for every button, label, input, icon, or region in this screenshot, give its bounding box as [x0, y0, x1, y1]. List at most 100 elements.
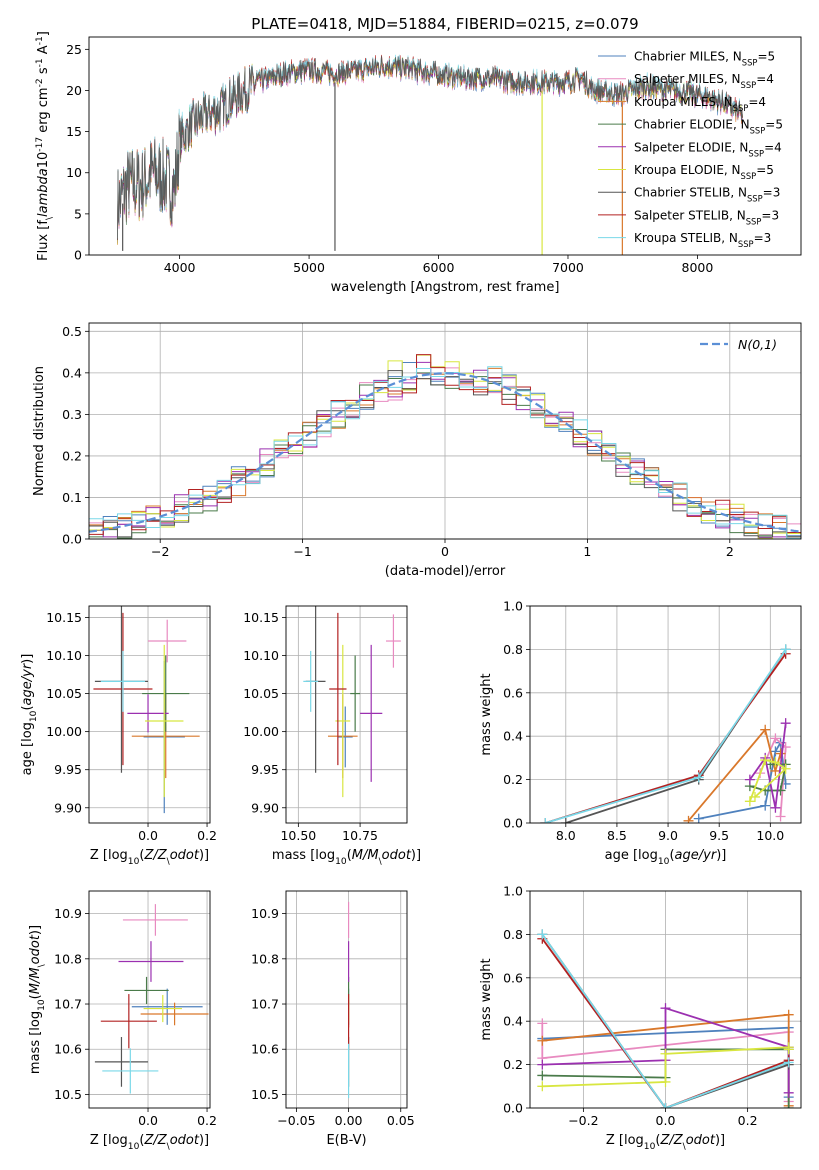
weight-marker: [749, 791, 760, 802]
y-tick-label: 0.2: [62, 448, 82, 463]
x-tick-label: 10.75: [342, 828, 378, 843]
tick-marks: [526, 605, 771, 827]
x-tick-label: 0.0: [138, 1113, 158, 1128]
axes-frame: [285, 605, 408, 824]
x-tick-label: 6000: [423, 260, 455, 275]
weight-marker: [537, 1018, 548, 1029]
weight-marker: [780, 644, 791, 655]
y-tick-label: 9.95: [251, 762, 279, 777]
x-axis-label: (data-model)/error: [385, 564, 506, 579]
errorbar-point: [329, 612, 347, 766]
weight-marker: [783, 1087, 794, 1098]
legend-label: Chabrier STELIB, NSSP​=3: [634, 186, 780, 204]
y-tick-label: 9.90: [251, 800, 279, 815]
gridlines: [89, 891, 210, 1108]
tick-marks: [282, 913, 402, 1112]
y-tick-label: 0.4: [503, 729, 523, 744]
spectrum-series-line: [117, 55, 743, 241]
axes-weight_vs_age: 8.0 8.5 9.0 9.5 10.0 0.0 0.2 0.4 0.6 0.8 1.0 age [l…: [479, 599, 802, 867]
y-tick-label: 10.9: [54, 906, 82, 921]
weight-marker: [693, 813, 704, 823]
axes-frame: [88, 322, 802, 540]
axes-mass_vs_Z: 0.0 0.2 10.5 10.6 10.7 10.8 10.9 Z [log10​(Z/Z\…: [28, 890, 217, 1152]
y-tick-label: 10.7: [251, 997, 279, 1012]
y-tick-label: 0.6: [503, 685, 523, 700]
legend-label: Salpeter STELIB, NSSP​=3: [634, 208, 779, 226]
plot-area: [303, 606, 401, 798]
legend-label: N(0,1): [738, 337, 777, 352]
x-tick-label: −0.2: [568, 1113, 598, 1128]
y-tick-label: 0: [74, 248, 82, 263]
gridlines: [286, 891, 407, 1108]
x-tick-label: 9.5: [709, 828, 729, 843]
x-tick-label: 0.00: [335, 1113, 363, 1128]
x-axis-label: Z [log10​(Z/Z\​odot)]: [90, 848, 209, 867]
weight-marker: [770, 733, 781, 744]
x-tick-label: 4000: [164, 260, 196, 275]
weight-marker: [744, 796, 755, 807]
y-axis-label: mass weight: [479, 958, 494, 1040]
axes-residuals: −2 −1 0 1 2 0.0 0.1 0.2 0.3 0.4 0.5 (data-model)/er…: [32, 322, 802, 579]
errorbar-point: [124, 976, 169, 1005]
y-tick-label: 1.0: [503, 599, 523, 614]
axes-mass_vs_ebv: −0.05 0.00 0.05 10.5 10.6 10.7 10.8 10.9 E(B-V): [251, 890, 415, 1148]
x-tick-label: 8.0: [556, 828, 576, 843]
legend-label: Chabrier MILES, NSSP​=5: [634, 50, 775, 68]
y-tick-label: 10.8: [54, 951, 82, 966]
gridlines: [286, 606, 407, 823]
gaussian-reference-line: [89, 372, 801, 533]
y-tick-label: 0.8: [503, 642, 523, 657]
y-tick-label: 10.6: [54, 1042, 82, 1057]
x-axis-label: E(B-V): [326, 1133, 366, 1148]
x-tick-label: 5000: [293, 260, 325, 275]
x-tick-label: 0.0: [656, 1113, 676, 1128]
errorbar-point: [143, 994, 182, 1023]
y-tick-label: 10.9: [251, 906, 279, 921]
errorbar-point: [142, 655, 190, 732]
y-tick-label: 5: [74, 206, 82, 221]
y-tick-label: 10.8: [251, 951, 279, 966]
errorbar-point: [122, 904, 188, 936]
x-tick-label: 0.2: [738, 1113, 758, 1128]
weight-marker: [775, 748, 786, 759]
plot-area: [93, 606, 200, 814]
weight-marker: [760, 755, 771, 766]
plot-area: [89, 354, 801, 539]
axes-spectrum: 4000 5000 6000 7000 8000 0 5 10 15 20 25 wavelength…: [35, 31, 802, 295]
weight-marker: [783, 1044, 794, 1055]
legend-label: Kroupa STELIB, NSSP​=3: [634, 231, 771, 249]
plot-area: [537, 929, 794, 1108]
legend: N(0,1): [700, 337, 777, 352]
legend-label: Salpeter ELODIE, NSSP​=4: [634, 140, 782, 158]
weight-marker: [783, 1057, 794, 1068]
errorbar-point: [102, 1048, 159, 1094]
x-tick-label: 2: [726, 544, 734, 559]
weight-marker: [783, 1103, 794, 1108]
y-tick-label: 0.0: [503, 816, 523, 831]
weight-marker: [783, 1009, 794, 1020]
axes-frame: [88, 605, 211, 824]
y-tick-label: 9.90: [54, 800, 82, 815]
y-tick-label: 0.5: [62, 324, 82, 339]
x-tick-label: 10.0: [756, 828, 784, 843]
weight-marker: [660, 1076, 671, 1087]
plot-area: [540, 644, 791, 823]
y-tick-label: 0.4: [62, 365, 82, 380]
tick-marks: [85, 913, 208, 1112]
axes-frame: [529, 890, 802, 1109]
weight-marker: [540, 818, 551, 823]
errorbar-point: [94, 1037, 149, 1087]
y-axis-label: mass weight: [479, 673, 494, 755]
tick-marks: [85, 617, 208, 827]
x-tick-label: 8.5: [607, 828, 627, 843]
y-tick-label: 1.0: [503, 884, 523, 899]
x-axis-label: age [log10​(age/yr)]: [605, 848, 727, 867]
y-tick-label: 10.15: [46, 610, 82, 625]
y-tick-label: 10.00: [46, 724, 82, 739]
legend-label: Chabrier ELODIE, NSSP​=5: [634, 118, 783, 136]
tick-marks: [526, 890, 749, 1112]
weight-marker: [770, 757, 781, 768]
y-tick-label: 10.05: [46, 686, 82, 701]
tick-marks: [282, 617, 361, 827]
